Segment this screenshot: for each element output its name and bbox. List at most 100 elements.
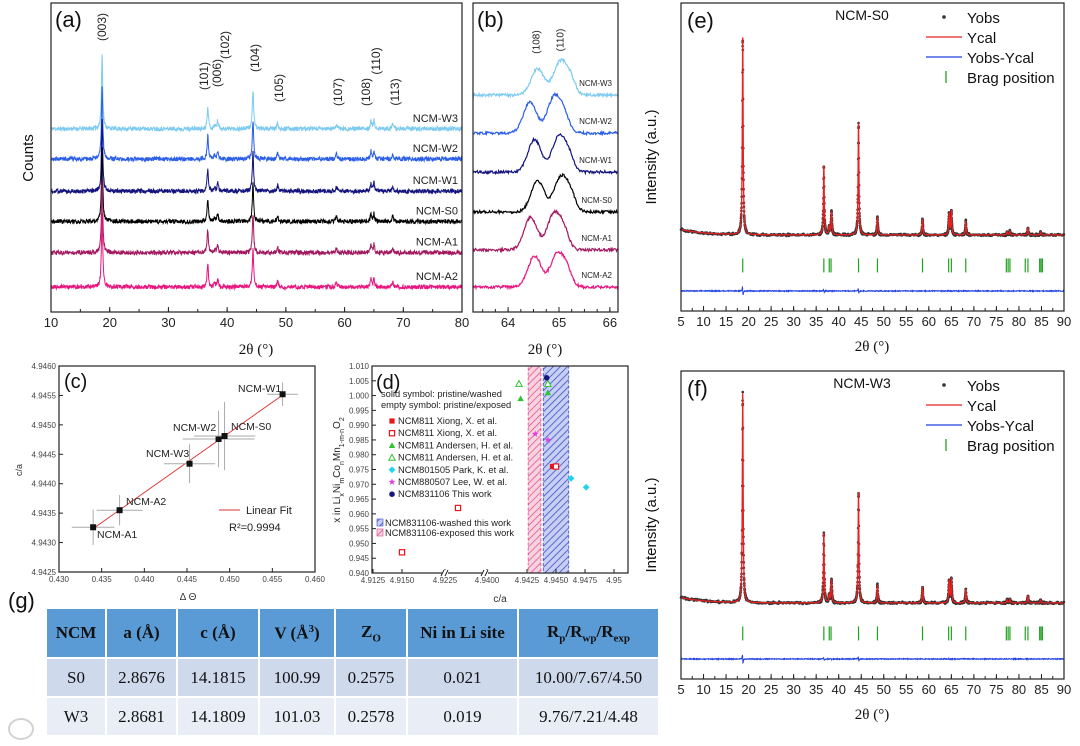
x-tick-label: 40 [831, 682, 845, 697]
x-tick-label: 50 [877, 682, 891, 697]
series-label: NCM-A2 [416, 271, 458, 283]
series-label: NCM-W2 [413, 143, 458, 155]
x-tick-label: 25 [764, 314, 778, 329]
cell-zo: 0.2578 [334, 696, 408, 737]
panel-label: (a) [55, 7, 82, 32]
x-tick-label: 30 [786, 314, 800, 329]
series-line-ncm-a2 [472, 250, 619, 291]
y-tick-label: 0.965 [349, 495, 370, 504]
x-axis-label: 2θ (°) [528, 342, 562, 358]
series-line-ncm-w2 [472, 91, 619, 137]
y-tick-label: 1.005 [349, 377, 370, 386]
series-label: NCM-W3 [413, 113, 458, 125]
y-tick-label: 0.960 [349, 510, 370, 519]
legend-band-label: NCM831106-exposed this work [385, 528, 514, 538]
cell-volume: 101.03 [258, 696, 336, 737]
x-tick-label: 0.455 [262, 575, 283, 584]
series-label: NCM-S0 [581, 196, 612, 205]
cell-c: 14.1815 [176, 657, 260, 698]
axis-break-mark [440, 569, 445, 577]
series-line-ncm-a1 [51, 179, 462, 257]
cell-volume: 100.99 [258, 657, 336, 698]
data-point-triangle-filled [517, 395, 524, 402]
data-point-square-filled [549, 463, 556, 470]
yobs-point [830, 209, 833, 212]
panel-e-rietveld-refinement: 5 10 15 20 25 30 35 40 45 50 55 60 65 70 75 80 85 90 (e) NC… [643, 2, 1071, 355]
r-squared-label: R²=0.9994 [229, 522, 281, 534]
y-tick-label: 0.950 [349, 539, 370, 548]
legend-label: Brag position [967, 70, 1055, 87]
y-tick-label: 0.995 [349, 406, 370, 415]
y-tick-label: 4.9440 [32, 480, 57, 489]
data-point-diamond [567, 474, 575, 482]
data-point-circle [543, 375, 550, 381]
x-tick-label: 45 [854, 682, 868, 697]
table-row: S0 2.8676 14.1815 100.99 0.2575 0.021 10… [45, 657, 660, 698]
y-axis-label: x in LixNimConMn1-m-nO2 [332, 417, 346, 523]
y-axis-label-part: x [339, 493, 346, 497]
y-axis-label-part: 2 [339, 417, 346, 421]
header-ni-in-li: Ni in Li site [406, 607, 519, 659]
legend-note: empty symbol: pristine/exposed [381, 400, 511, 410]
legend-label: NCM811 Xiong, X. et al. [398, 416, 497, 426]
data-point-star [531, 430, 539, 437]
hkl-label: (003) [95, 13, 109, 41]
x-tick-label: 20 [741, 314, 755, 329]
difference-line [680, 654, 1065, 664]
x-tick-label: 10 [696, 682, 710, 697]
header-z-sub: O [372, 632, 381, 645]
x-tick-label: 15 [719, 314, 733, 329]
x-tick-label: 60 [337, 315, 351, 330]
point-label: NCM-W1 [238, 383, 281, 395]
panel-f-rietveld-refinement: 5 10 15 20 25 30 35 40 45 50 55 60 65 70 75 80 85 90 (f) NC… [643, 370, 1071, 723]
x-tick-label: 10 [696, 314, 710, 329]
header-volume-text: V (Å [274, 623, 309, 643]
data-point-triangle-open [543, 379, 552, 387]
series-line-ncm-s0 [51, 147, 462, 226]
x-tick-label: 5 [677, 682, 684, 697]
table-header-row: NCM a (Å) c (Å) V (Å3) ZO Ni in Li site … [45, 607, 660, 659]
x-tick-label: 70 [396, 315, 410, 330]
cell-ni-in-li: 0.021 [406, 657, 519, 698]
series-line-ncm-w3 [51, 54, 462, 133]
legend-marker-star [388, 478, 396, 485]
x-tick-label: 4.9225 [433, 576, 458, 585]
panel-label: (c) [64, 371, 87, 393]
series-line-ncm-w2 [51, 86, 462, 164]
axis-break-mark [480, 569, 485, 577]
hkl-label: (105) [272, 74, 286, 102]
panel-c-ca-vs-delta-theta: 0.430 0.435 0.440 0.445 0.450 0.455 0.460 4.942… [14, 362, 326, 603]
watermark-logo [8, 718, 34, 740]
x-tick-label: 65 [552, 315, 566, 330]
y-tick-label: 4.9430 [32, 539, 57, 548]
hkl-label: (006) [210, 59, 224, 87]
y-tick-label: 4.9445 [32, 450, 57, 459]
data-point-star [544, 436, 552, 443]
x-tick-label: 5 [677, 314, 684, 329]
hkl-label: (101) [197, 62, 211, 90]
legend-marker-square-open [388, 430, 396, 437]
legend-label: NCM831106 This work [398, 489, 492, 499]
legend-note: solid symbol: pristine/washed [381, 389, 502, 399]
table-row: W3 2.8681 14.1809 101.03 0.2578 0.019 9.… [45, 696, 660, 737]
cell-r-factors: 10.00/7.67/4.50 [517, 657, 660, 698]
legend-label: Yobs-Ycal [967, 50, 1034, 67]
x-tick-label: 55 [899, 682, 913, 697]
x-tick-label: 50 [279, 315, 293, 330]
axis-break-mark [444, 569, 449, 577]
y-tick-label: 1.010 [349, 362, 370, 371]
legend-marker-triangle-filled [388, 442, 396, 448]
x-tick-label: 20 [102, 315, 116, 330]
legend-label: Yobs [967, 10, 1000, 27]
x-axis-label: 2θ (°) [239, 342, 273, 358]
legend-label: NCM801505 Park, K. et al. [398, 465, 509, 475]
x-tick-label: 60 [922, 682, 936, 697]
x-axis-label: c/a [493, 594, 507, 605]
panel-label: (f) [687, 376, 708, 401]
shaded-band [527, 365, 542, 574]
y-axis-label-part: Ni [332, 484, 343, 493]
legend-yobs-marker [942, 15, 946, 19]
legend-label: Ycal [967, 30, 996, 47]
header-r2: /R [565, 621, 583, 641]
series-line-ncm-a1 [472, 208, 619, 254]
